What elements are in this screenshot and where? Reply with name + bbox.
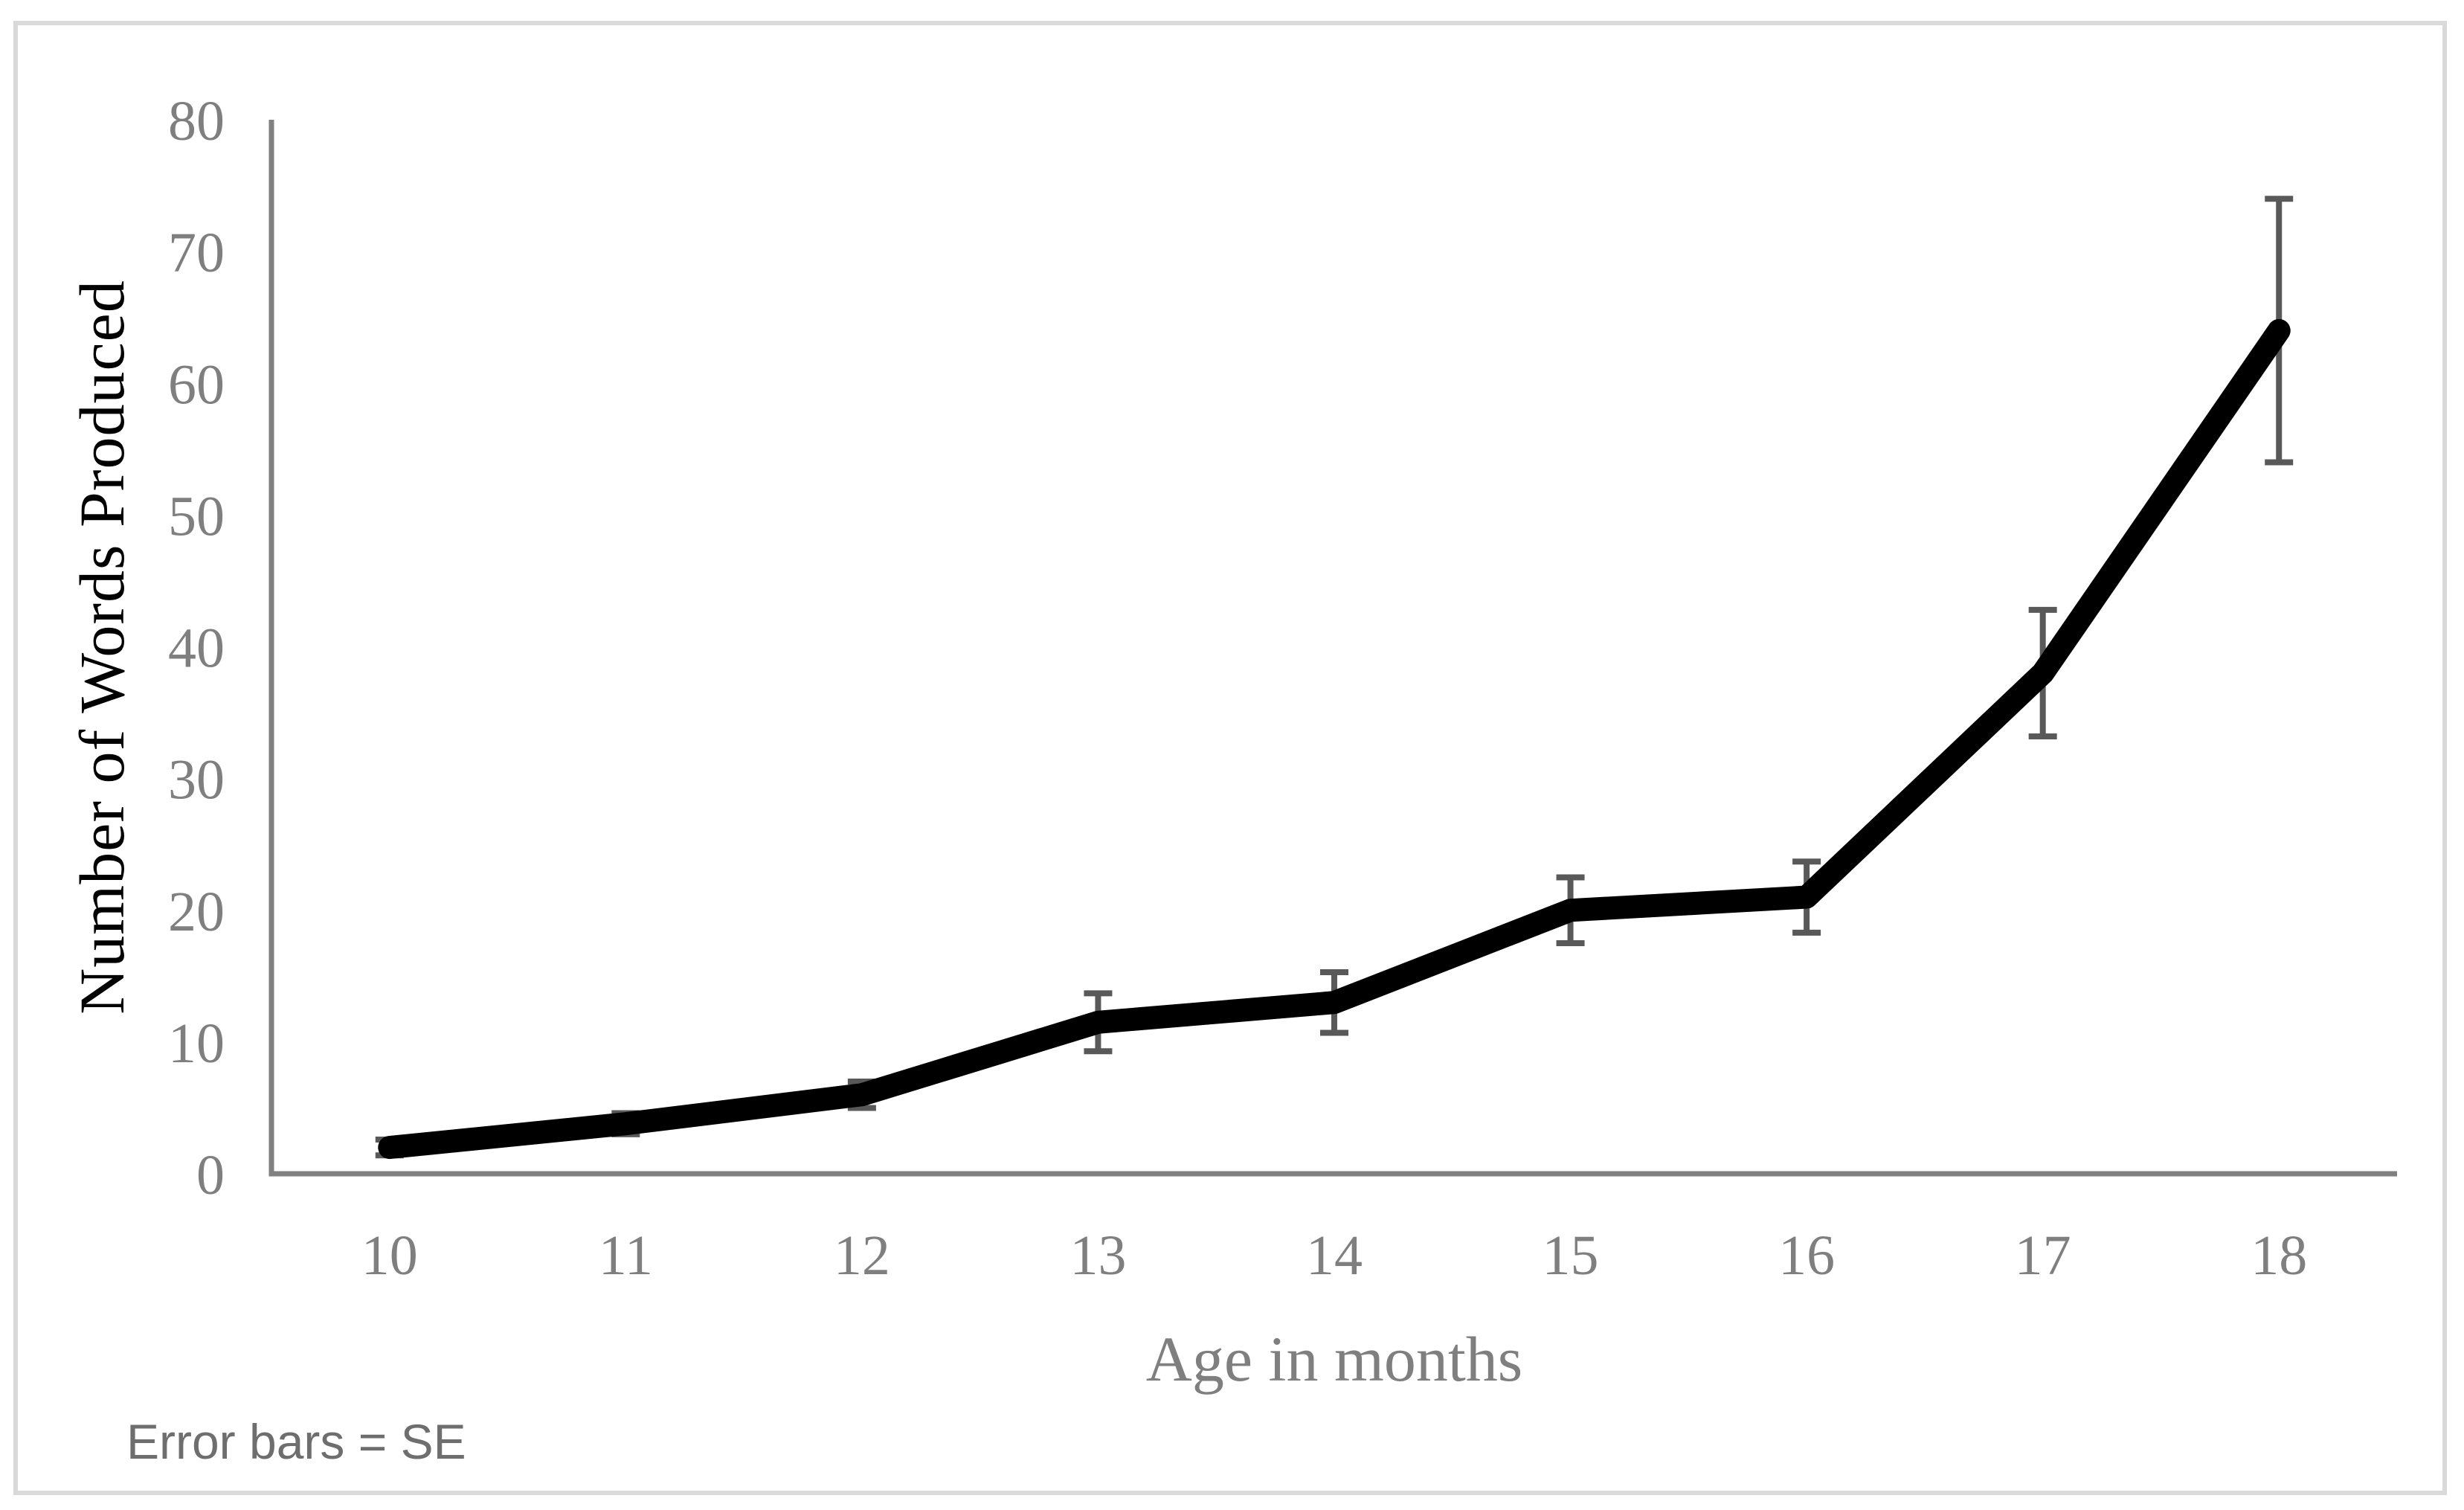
- y-tick-label-20: 20: [168, 881, 225, 943]
- figure-border: [13, 21, 2447, 1495]
- x-tick-label-12: 12: [834, 1224, 890, 1287]
- y-tick-label-50: 50: [168, 485, 225, 547]
- y-tick-label-40: 40: [168, 617, 225, 680]
- x-tick-label-15: 15: [1543, 1224, 1599, 1287]
- y-tick-label-70: 70: [168, 222, 225, 284]
- y-tick-label-10: 10: [168, 1012, 225, 1075]
- x-axis-title: Age in months: [1145, 1323, 1523, 1395]
- y-tick-label-60: 60: [168, 353, 225, 416]
- x-tick-label-14: 14: [1306, 1224, 1363, 1287]
- x-tick-label-13: 13: [1069, 1224, 1126, 1287]
- x-tick-label-18: 18: [2251, 1224, 2307, 1287]
- y-tick-label-0: 0: [196, 1144, 225, 1207]
- x-tick-label-10: 10: [361, 1224, 418, 1287]
- x-tick-label-16: 16: [1778, 1224, 1835, 1287]
- data-line: [378, 318, 2291, 1160]
- x-tick-label-17: 17: [2015, 1224, 2071, 1287]
- y-tick-label-30: 30: [168, 749, 225, 812]
- y-axis-title: Number of Words Produced: [66, 280, 138, 1015]
- error-bars-note: Error bars = SE: [126, 1414, 466, 1469]
- y-tick-label-80: 80: [168, 90, 225, 152]
- x-tick-label-11: 11: [599, 1224, 653, 1287]
